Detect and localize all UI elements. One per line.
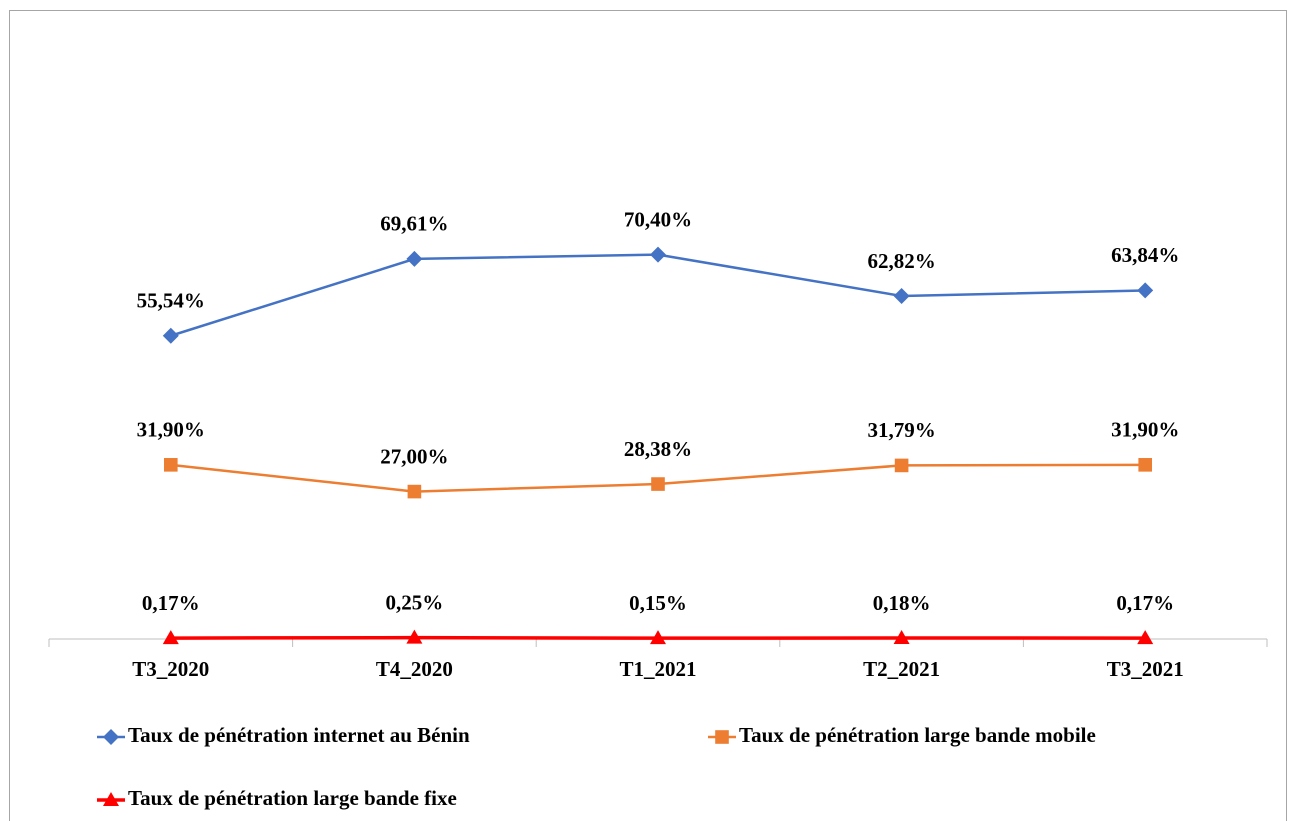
legend-marker (103, 729, 119, 745)
data-label: 31,90% (137, 418, 205, 442)
x-tick-label: T2_2021 (863, 657, 940, 681)
series-line (170, 253, 1146, 337)
legend-label: Taux de pénétration internet au Bénin (128, 723, 470, 747)
data-label: 31,79% (867, 418, 935, 442)
marker (894, 458, 909, 473)
legend-label: Taux de pénétration large bande mobile (739, 723, 1096, 747)
legend-marker (103, 792, 119, 806)
data-label: 70,40% (624, 207, 692, 231)
x-tick-label: T3_2020 (132, 657, 209, 681)
marker (893, 288, 910, 305)
data-label: 27,00% (380, 444, 448, 468)
marker (893, 630, 910, 645)
marker (407, 484, 422, 499)
data-label: 28,38% (624, 437, 692, 461)
marker (162, 630, 179, 645)
data-label: 0,25% (386, 590, 444, 614)
data-label: 31,90% (1111, 418, 1179, 442)
marker (406, 250, 423, 267)
marker (164, 458, 178, 472)
data-label: 0,17% (142, 591, 200, 615)
marker (1138, 458, 1152, 472)
legend-marker (715, 730, 729, 744)
x-tick-label: T3_2021 (1107, 657, 1184, 681)
data-label: 69,61% (380, 212, 448, 236)
x-tick-label: T4_2020 (376, 657, 453, 681)
marker (1137, 282, 1154, 299)
legend-label: Taux de pénétration large bande fixe (128, 786, 457, 810)
marker (406, 629, 423, 644)
data-label: 0,18% (873, 591, 931, 615)
data-label: 0,17% (1116, 591, 1174, 615)
marker (162, 327, 179, 344)
marker (651, 477, 665, 491)
data-label: 55,54% (137, 289, 205, 313)
chart-frame (9, 10, 1287, 821)
marker (650, 630, 666, 645)
data-label: 62,82% (867, 249, 935, 273)
x-tick-label: T1_2021 (619, 657, 696, 681)
marker (650, 246, 666, 263)
data-label: 0,15% (629, 591, 687, 615)
data-label: 63,84% (1111, 243, 1179, 267)
marker (1137, 630, 1154, 645)
